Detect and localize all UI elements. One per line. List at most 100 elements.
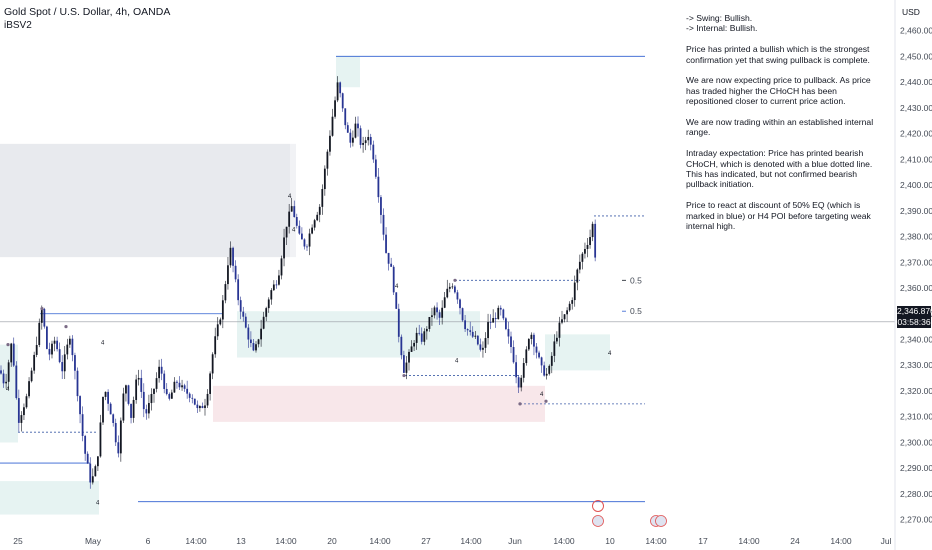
bull-candle	[283, 237, 285, 259]
bull-candle	[99, 422, 102, 457]
bull-candle	[329, 135, 331, 152]
bear-candle	[130, 403, 132, 418]
bull-candle	[520, 377, 523, 388]
chart-header: Gold Spot / U.S. Dollar, 4h, OANDA iBSV2	[4, 5, 170, 33]
bull-candle	[94, 466, 97, 477]
bear-candle	[244, 316, 247, 328]
bull-candle	[362, 143, 364, 145]
bear-candle	[369, 136, 372, 145]
bear-candle	[81, 414, 84, 436]
bull-candle	[415, 332, 418, 343]
bear-candle	[533, 334, 535, 347]
bull-candle	[199, 406, 201, 409]
bear-candle	[46, 326, 48, 349]
bull-candle	[68, 338, 71, 345]
bull-candle	[441, 307, 444, 318]
bull-candle	[568, 303, 571, 311]
bull-candle	[181, 385, 183, 388]
bull-candle	[527, 339, 530, 350]
time-tick-label: 14:00	[369, 536, 391, 546]
bear-candle	[387, 252, 390, 264]
bull-candle	[229, 247, 232, 266]
bear-candle	[76, 370, 79, 397]
note-confirmation: Price has printed a bullish which is the…	[686, 44, 870, 65]
swing-point-marker	[518, 402, 522, 406]
demand-zone	[0, 344, 18, 443]
bull-candle	[35, 344, 38, 355]
bear-candle	[339, 82, 342, 94]
time-tick-label: 14:00	[460, 536, 482, 546]
bull-candle	[413, 342, 415, 347]
bear-candle	[74, 355, 76, 371]
symbol-title[interactable]: Gold Spot / U.S. Dollar, 4h, OANDA	[4, 6, 171, 18]
bear-candle	[374, 159, 377, 177]
bull-candle	[23, 407, 25, 416]
currency-label[interactable]: USD	[902, 7, 920, 17]
bull-candle	[278, 275, 280, 285]
bull-candle	[550, 355, 553, 366]
bull-candle	[204, 405, 206, 408]
bull-candle	[25, 396, 28, 408]
bull-candle	[53, 340, 56, 344]
bull-candle	[573, 282, 576, 301]
bear-candle	[239, 300, 242, 312]
bear-candle	[306, 246, 308, 248]
swing-point-marker	[453, 278, 457, 282]
swing-point-marker	[64, 325, 68, 329]
bear-candle	[507, 329, 510, 337]
bear-candle	[540, 357, 543, 366]
bear-candle	[359, 128, 362, 145]
bear-candle	[301, 233, 303, 240]
time-tick-label: 25	[13, 536, 23, 546]
eq-label: 0.5	[630, 306, 642, 316]
bear-candle	[247, 327, 250, 340]
bull-candle	[566, 310, 568, 315]
bear-candle	[43, 309, 46, 327]
bear-candle	[160, 366, 163, 374]
bull-candle	[97, 456, 99, 467]
eq-label: 0.5	[630, 275, 642, 285]
time-axis: 25 May 6 14:00 13 14:00 20 14:00 27 14:00 Jun 14:00…	[13, 536, 891, 546]
bull-candle	[336, 82, 339, 101]
bear-candle	[436, 307, 438, 313]
bear-candle	[392, 266, 395, 293]
bull-candle	[545, 373, 548, 376]
bear-candle	[594, 223, 597, 258]
bull-candle	[280, 258, 283, 276]
bear-candle	[117, 442, 120, 454]
bear-candle	[515, 362, 517, 378]
bull-candle	[352, 137, 354, 143]
bull-candle	[576, 269, 579, 283]
bull-candle	[364, 140, 367, 144]
bear-candle	[295, 217, 298, 226]
bull-candle	[173, 381, 176, 393]
bear-candle	[341, 93, 344, 109]
bear-candle	[61, 362, 64, 372]
bear-candle	[107, 391, 109, 404]
price-tick-label: 2,440.000	[900, 77, 932, 87]
bear-candle	[109, 403, 112, 415]
note-trend: -> Swing: Bullish. -> Internal: Bullish.	[686, 13, 758, 34]
bull-candle	[556, 337, 558, 342]
bear-candle	[191, 397, 194, 399]
bull-candle	[206, 393, 209, 406]
bear-candle	[86, 453, 89, 464]
bull-candle	[410, 346, 413, 352]
bull-candle	[433, 307, 436, 316]
bear-candle	[517, 377, 520, 388]
bear-candle	[538, 352, 540, 358]
bear-candle	[349, 132, 352, 143]
structure-marker: 4	[288, 194, 292, 200]
us-flag-event-icon	[655, 515, 667, 527]
bull-candle	[132, 399, 135, 418]
bull-candle	[525, 349, 528, 364]
indicator-label[interactable]: iBSV2	[4, 20, 32, 31]
bear-candle	[242, 311, 245, 317]
bull-candle	[135, 379, 138, 400]
note-target: Price to react at discount of 50% EQ (wh…	[686, 200, 871, 232]
bull-candle	[563, 314, 566, 320]
time-tick-label: 14:00	[830, 536, 852, 546]
swing-point-marker	[402, 373, 406, 378]
bull-candle	[260, 328, 262, 340]
